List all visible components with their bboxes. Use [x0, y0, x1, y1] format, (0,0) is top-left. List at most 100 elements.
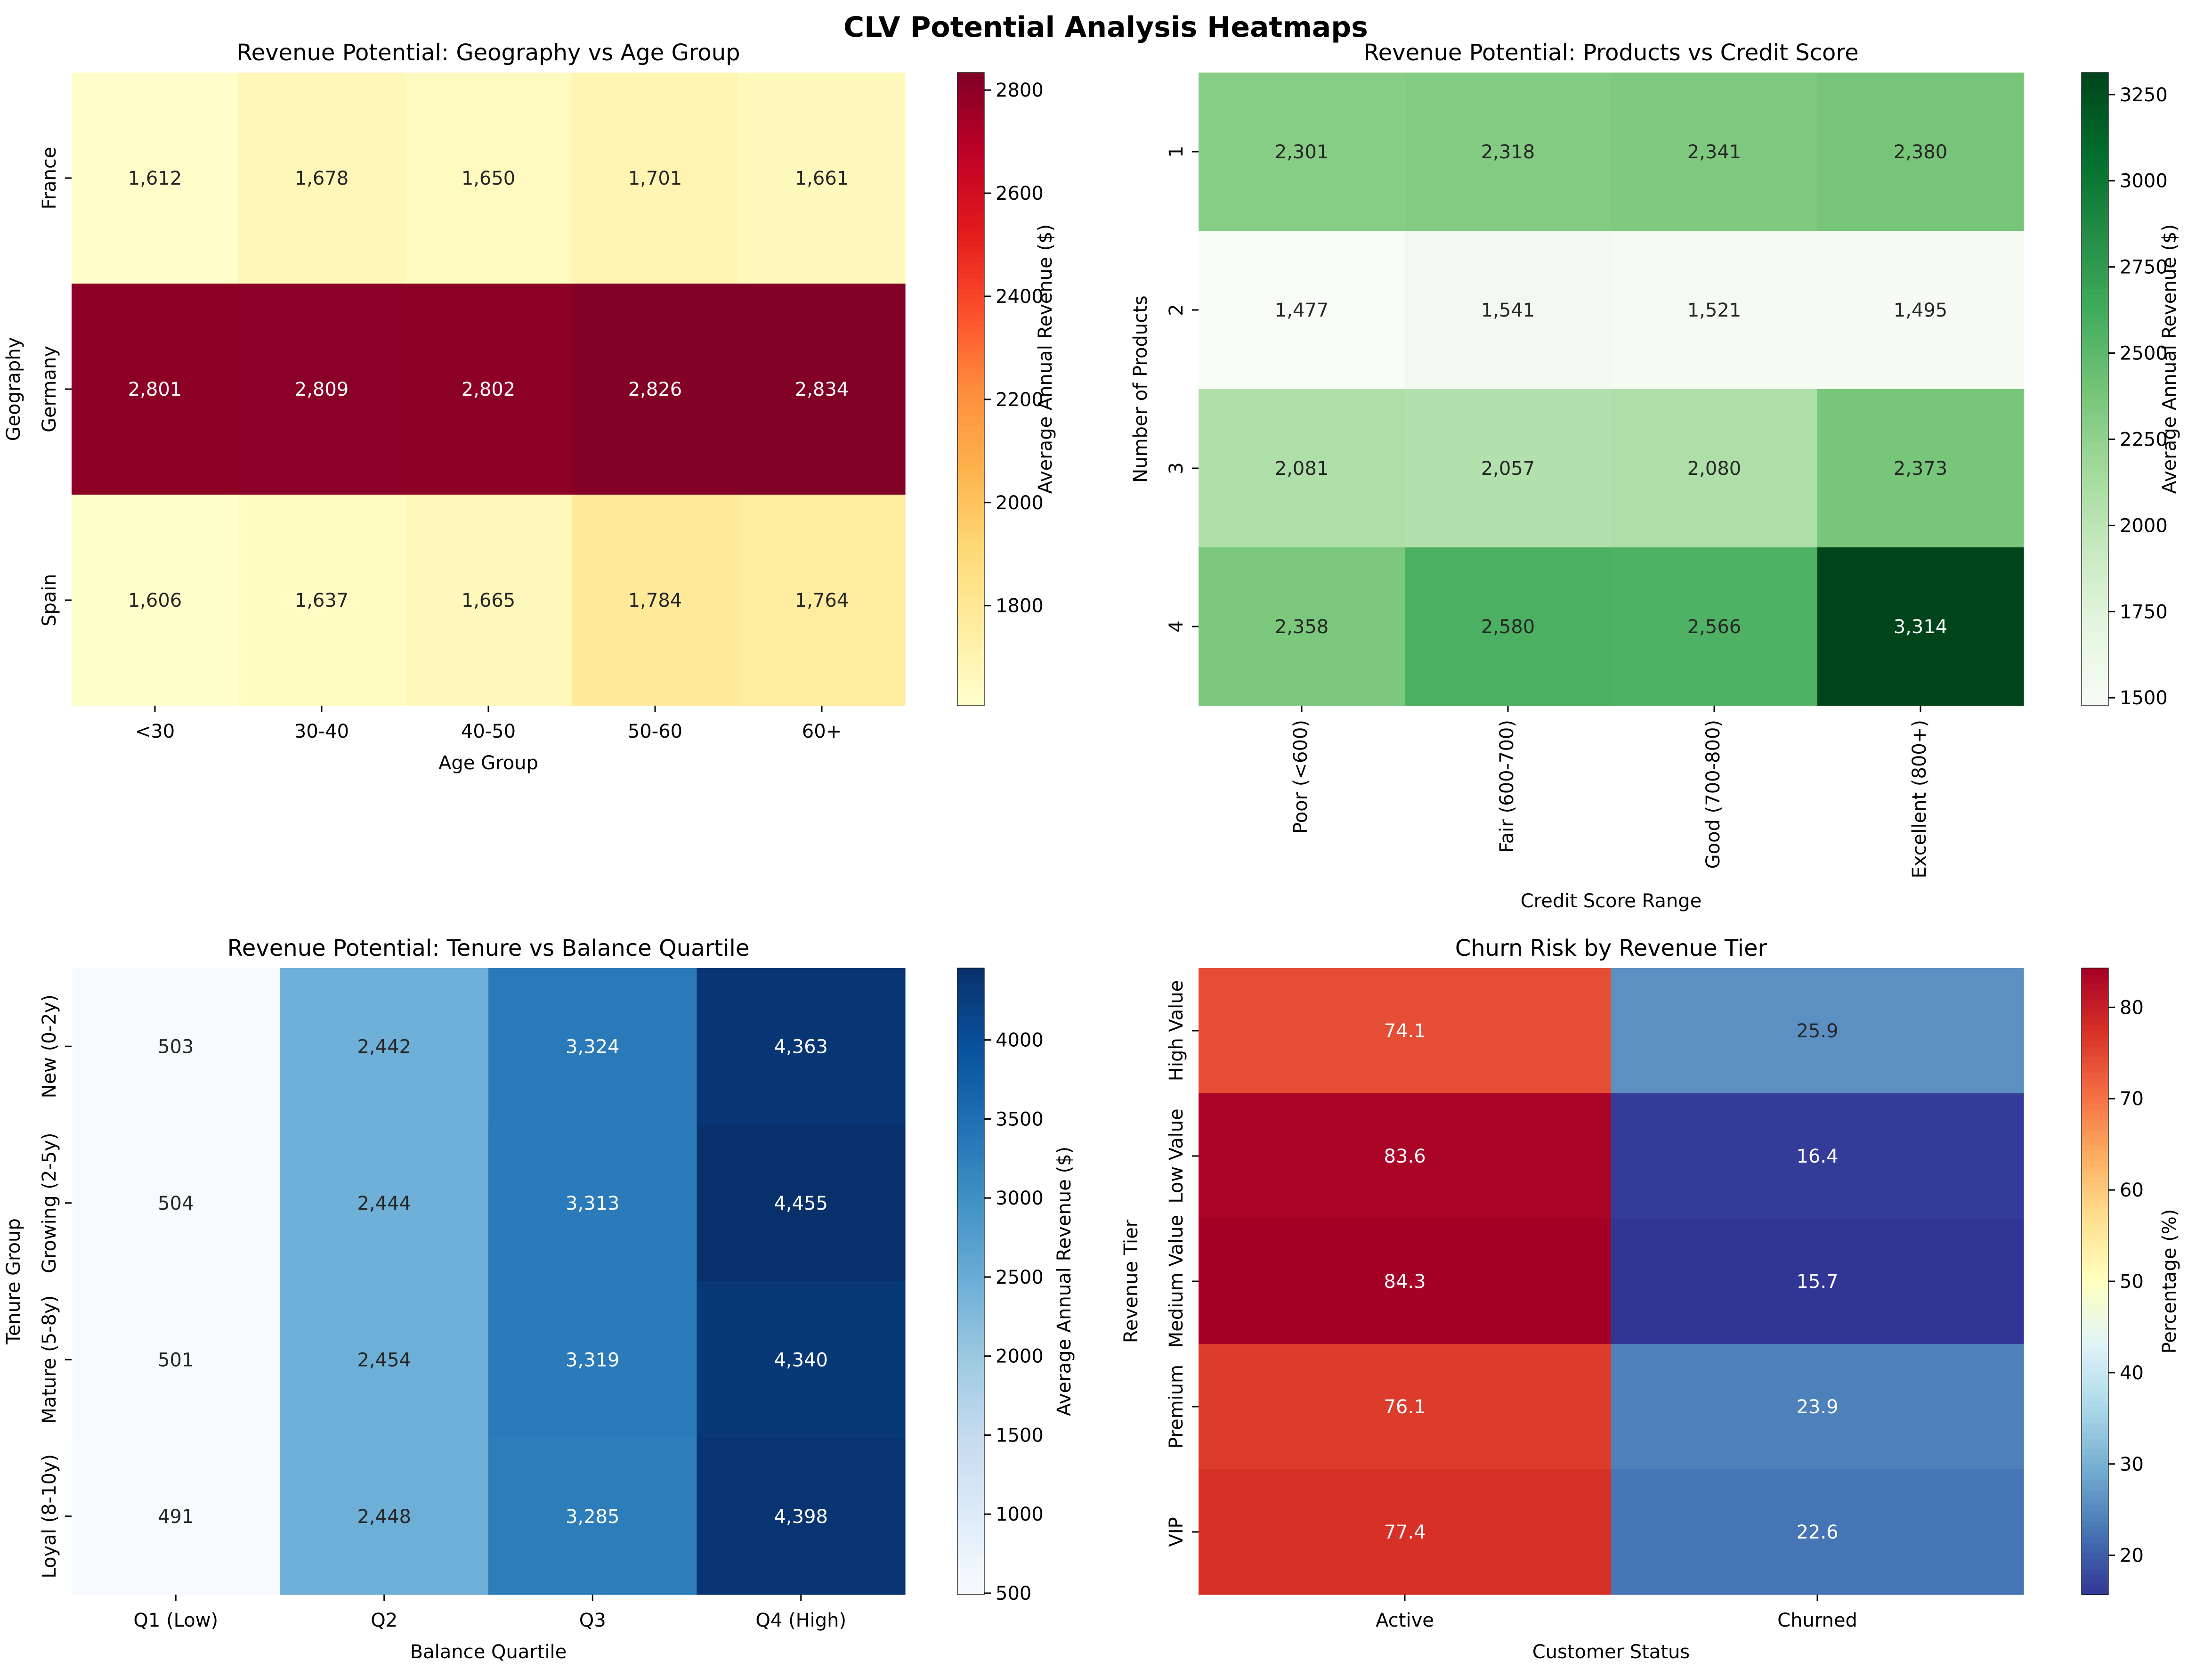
heatmap-cell — [72, 1124, 281, 1282]
colorbar-segment — [2082, 621, 2108, 627]
colorbar-segment — [2082, 978, 2108, 985]
colorbar-segment — [957, 1062, 984, 1068]
colorbar-segment — [2082, 252, 2108, 258]
colorbar-segment — [2082, 553, 2108, 559]
colorbar-segment — [957, 304, 984, 310]
heatmap-panel-2: 2,301 2,318 2,341 2,380 1,477 1,541 1,521 1,495… — [1130, 40, 2180, 912]
colorbar-segment — [2082, 231, 2108, 236]
colorbar-segment — [957, 1568, 984, 1574]
colorbar-segment — [2082, 1208, 2108, 1214]
heatmap-cell — [738, 73, 906, 284]
cell-value-label: 1,606 — [128, 590, 182, 611]
heatmap-cell — [72, 1438, 281, 1595]
colorbar-segment — [957, 93, 984, 99]
colorbar-segment — [2082, 1281, 2108, 1287]
heatmap-cell — [738, 284, 906, 495]
colorbar-segment — [957, 510, 984, 516]
heatmap-cell — [572, 73, 739, 284]
colorbar-segment — [2082, 1093, 2108, 1099]
colorbar-segment — [957, 141, 984, 147]
colorbar-segment — [2082, 668, 2108, 675]
colorbar-segment — [2082, 1239, 2108, 1246]
colorbar-segment — [957, 357, 984, 363]
colorbar-segment — [957, 1234, 984, 1240]
cell-value-label: 3,313 — [566, 1193, 620, 1214]
colorbar-segment — [2082, 1020, 2108, 1026]
colorbar-segment — [2082, 215, 2108, 221]
cell-value-label: 1,477 — [1275, 300, 1329, 321]
colorbar-segment — [2082, 1224, 2108, 1229]
colorbar-segment — [957, 225, 984, 231]
colorbar-segment — [2082, 225, 2108, 231]
colorbar-segment — [957, 1109, 984, 1115]
colorbar-segment — [2082, 1521, 2108, 1527]
colorbar-segment — [957, 1532, 984, 1538]
colorbar-segment — [957, 1558, 984, 1564]
colorbar-segment — [957, 653, 984, 659]
colorbar-segment — [957, 1427, 984, 1433]
colorbar-segment — [957, 315, 984, 321]
colorbar-segment — [2082, 968, 2108, 974]
colorbar-segment — [957, 1239, 984, 1246]
x-tick-label-churned: Churned — [1777, 1610, 1857, 1631]
colorbar-tick-label: 2500 — [996, 1267, 1044, 1288]
colorbar-segment — [957, 479, 984, 485]
colorbar-segment — [2082, 199, 2108, 205]
colorbar-segment — [957, 99, 984, 105]
colorbar-segment — [957, 1036, 984, 1042]
colorbar-segment — [957, 426, 984, 432]
y-tick-label-high-value: High Value — [1166, 980, 1187, 1082]
colorbar-segment — [957, 574, 984, 579]
cell-value-label: 3,324 — [566, 1036, 620, 1058]
x-tick-label-active: Active — [1376, 1610, 1434, 1631]
colorbar-segment — [2082, 1323, 2108, 1329]
colorbar-segment — [2082, 1542, 2108, 1548]
colorbar-segment — [2082, 574, 2108, 579]
colorbar-segment — [2082, 457, 2108, 464]
colorbar-segment — [957, 257, 984, 263]
cell-value-label: 1,495 — [1894, 300, 1948, 321]
colorbar-segment — [2082, 999, 2108, 1005]
heatmap-cell — [1199, 231, 1405, 390]
colorbar-segment — [957, 542, 984, 548]
colorbar-segment — [957, 436, 984, 442]
colorbar-segment — [2082, 1062, 2108, 1068]
colorbar-segment — [957, 278, 984, 284]
colorbar-tick-label: 3500 — [996, 1108, 1044, 1130]
colorbar-segment — [2082, 278, 2108, 284]
cell-value-label: 2,454 — [357, 1349, 411, 1371]
colorbar-segment — [2082, 1219, 2108, 1224]
colorbar-segment — [2082, 1156, 2108, 1162]
colorbar-segment — [957, 326, 984, 332]
colorbar-segment — [957, 1099, 984, 1104]
colorbar-segment — [2082, 162, 2108, 168]
cell-value-label: 2,580 — [1481, 616, 1535, 638]
colorbar-segment — [2082, 1427, 2108, 1433]
heatmap-cell — [1405, 73, 1612, 231]
colorbar-segment — [957, 547, 984, 553]
heatmap-cell — [238, 284, 405, 495]
colorbar-segment — [2082, 447, 2108, 453]
cell-value-label: 4,398 — [774, 1506, 828, 1528]
colorbar-segment — [957, 104, 984, 110]
x-tick-label-30-40: 30-40 — [294, 721, 349, 742]
heatmap-cell — [697, 1281, 906, 1439]
colorbar-segment — [957, 399, 984, 406]
colorbar-segment — [2082, 1433, 2108, 1439]
heatmap-cell — [1405, 547, 1612, 706]
colorbar-segment — [2082, 500, 2108, 506]
colorbar-segment — [957, 1219, 984, 1224]
colorbar-segment — [2082, 521, 2108, 527]
colorbar-segment — [957, 1318, 984, 1324]
heatmap-cell — [1817, 73, 2024, 231]
colorbar-segment — [2082, 589, 2108, 595]
colorbar-segment — [2082, 1370, 2108, 1376]
colorbar-segment — [957, 1584, 984, 1590]
colorbar-segment — [2082, 78, 2108, 84]
cell-value-label: 16.4 — [1796, 1146, 1838, 1167]
colorbar-segment — [957, 410, 984, 416]
colorbar-segment — [2082, 1292, 2108, 1298]
colorbar-segment — [2082, 320, 2108, 326]
colorbar-segment — [2082, 257, 2108, 263]
